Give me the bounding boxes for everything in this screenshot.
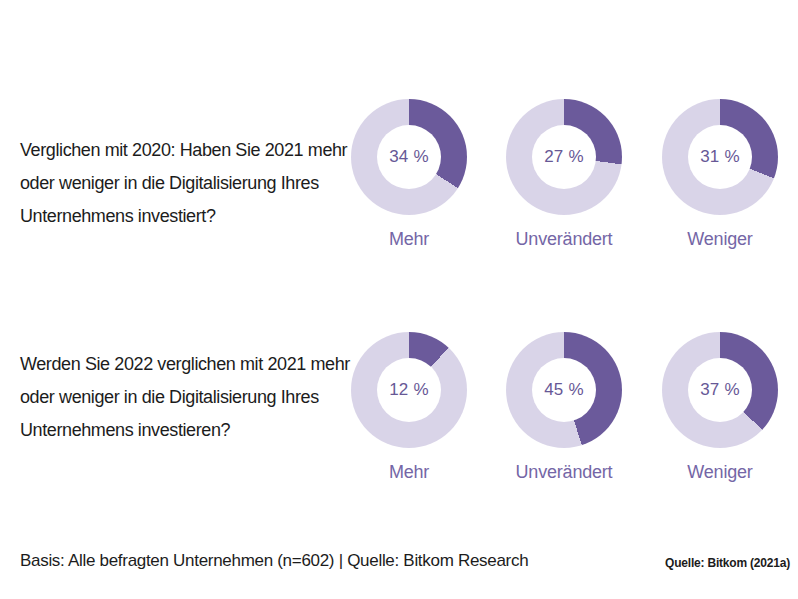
donut-chart-2021-mehr: 34 % <box>351 99 467 215</box>
question-text-2022: Werden Sie 2022 verglichen mit 2021 mehr… <box>20 348 358 447</box>
donut-percent-value: 45 % <box>506 332 622 448</box>
question-line: Verglichen mit 2020: Haben Sie 2021 mehr <box>20 134 358 167</box>
donut-chart-2022-unveraendert: 45 % <box>506 332 622 448</box>
donut-percent-value: 37 % <box>662 332 778 448</box>
donut-percent-value: 27 % <box>506 99 622 215</box>
donut-label-unveraendert: Unverändert <box>494 229 634 250</box>
donut-label-mehr: Mehr <box>339 229 479 250</box>
donut-percent-value: 31 % <box>662 99 778 215</box>
donut-label-unveraendert: Unverändert <box>494 462 634 483</box>
donut-label-weniger: Weniger <box>650 229 790 250</box>
donut-label-weniger: Weniger <box>650 462 790 483</box>
question-line: Unternehmens investieren? <box>20 414 358 447</box>
footer-basis-text: Basis: Alle befragten Unternehmen (n=602… <box>20 551 528 571</box>
donut-chart-2022-weniger: 37 % <box>662 332 778 448</box>
donut-percent-value: 34 % <box>351 99 467 215</box>
donut-label-mehr: Mehr <box>339 462 479 483</box>
footer-source-text: Quelle: Bitkom (2021a) <box>665 556 790 570</box>
donut-chart-2022-mehr: 12 % <box>351 332 467 448</box>
question-line: oder weniger in die Digitalisierung Ihre… <box>20 167 358 200</box>
question-line: Werden Sie 2022 verglichen mit 2021 mehr <box>20 348 358 381</box>
question-line: oder weniger in die Digitalisierung Ihre… <box>20 381 358 414</box>
question-line: Unternehmens investiert? <box>20 200 358 233</box>
donut-chart-2021-weniger: 31 % <box>662 99 778 215</box>
figure-canvas: Verglichen mit 2020: Haben Sie 2021 mehr… <box>0 0 798 599</box>
question-text-2021: Verglichen mit 2020: Haben Sie 2021 mehr… <box>20 134 358 233</box>
donut-percent-value: 12 % <box>351 332 467 448</box>
donut-chart-2021-unveraendert: 27 % <box>506 99 622 215</box>
